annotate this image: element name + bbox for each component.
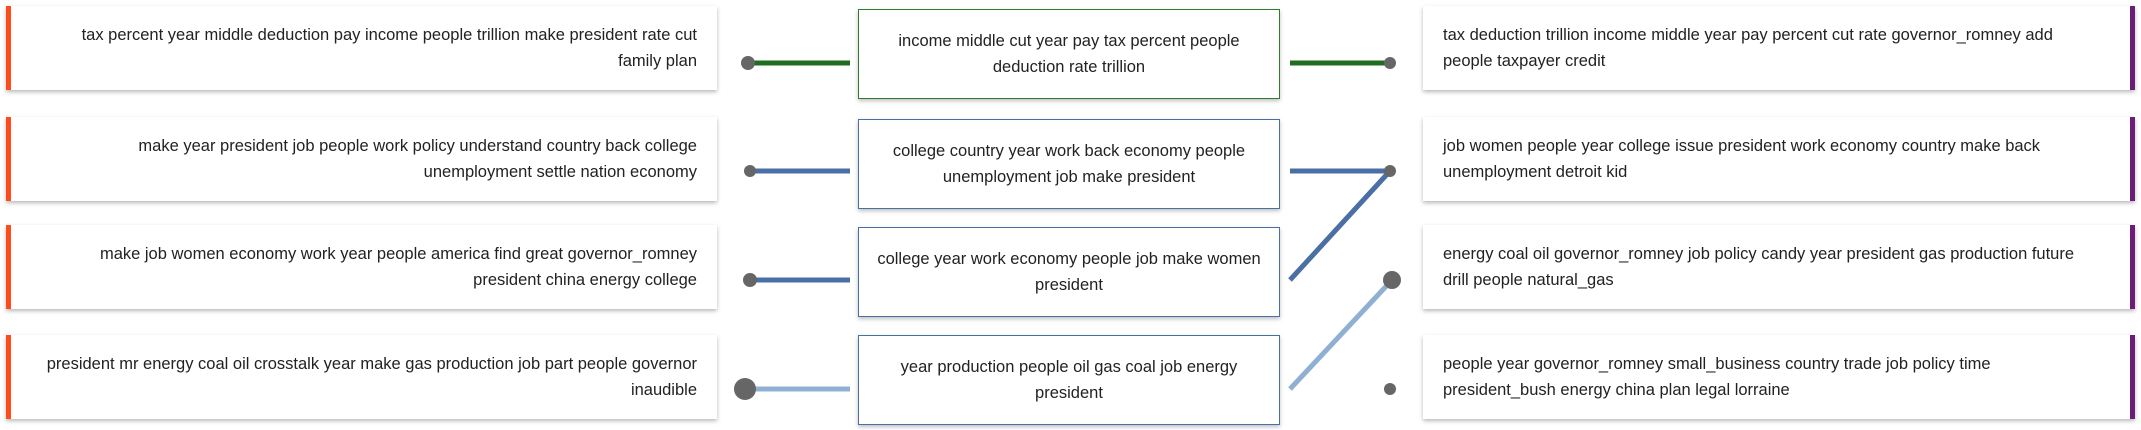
topic-words: make year president job people work poli…	[138, 137, 697, 181]
right-topic-card[interactable]: people year governor_romney small_busine…	[1423, 335, 2135, 419]
topic-words: college country year work back economy p…	[892, 142, 1246, 186]
topic-words: people year governor_romney small_busine…	[1443, 355, 1991, 399]
topic-words: college year work economy people job mak…	[877, 250, 1261, 294]
topic-words: job women people year college issue pres…	[1443, 137, 2041, 181]
left-topic-card[interactable]: tax percent year middle deduction pay in…	[6, 6, 717, 90]
middle-topic-card[interactable]: college country year work back economy p…	[858, 119, 1280, 209]
left-topic-card[interactable]: make year president job people work poli…	[6, 117, 717, 201]
topic-words: energy coal oil governor_romney job poli…	[1443, 245, 2075, 289]
topic-words: income middle cut year pay tax percent p…	[898, 32, 1240, 76]
right-link-4	[1288, 278, 1394, 391]
topic-words: make job women economy work year people …	[99, 245, 697, 289]
topic-words: president mr energy coal oil crosstalk y…	[46, 355, 697, 399]
middle-topic-card[interactable]: college year work economy people job mak…	[858, 227, 1280, 317]
middle-topic-card[interactable]: year production people oil gas coal job …	[858, 335, 1280, 425]
topic-words: tax deduction trillion income middle yea…	[1443, 26, 2053, 70]
right-link-3	[1288, 169, 1392, 282]
left-topic-card[interactable]: president mr energy coal oil crosstalk y…	[6, 335, 717, 419]
right-topic-card[interactable]: job women people year college issue pres…	[1423, 117, 2135, 201]
left-node-4[interactable]	[734, 378, 756, 400]
right-node-2[interactable]	[1384, 165, 1396, 177]
right-node-3[interactable]	[1383, 271, 1401, 289]
topic-words: year production people oil gas coal job …	[900, 358, 1238, 402]
right-node-1[interactable]	[1384, 57, 1396, 69]
right-node-4[interactable]	[1384, 383, 1396, 395]
right-topic-card[interactable]: tax deduction trillion income middle yea…	[1423, 6, 2135, 90]
left-node-3[interactable]	[743, 273, 757, 287]
left-topic-card[interactable]: make job women economy work year people …	[6, 225, 717, 309]
left-node-2[interactable]	[744, 165, 756, 177]
middle-topic-card[interactable]: income middle cut year pay tax percent p…	[858, 9, 1280, 99]
right-topic-card[interactable]: energy coal oil governor_romney job poli…	[1423, 225, 2135, 309]
topic-words: tax percent year middle deduction pay in…	[81, 26, 697, 70]
left-node-1[interactable]	[741, 56, 755, 70]
